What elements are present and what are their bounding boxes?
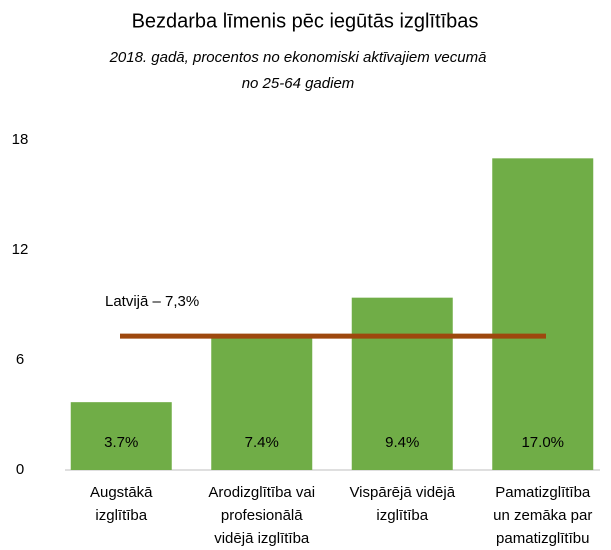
x-tick-label: Arodizglītība vai profesionālā vidējā izgl… bbox=[208, 484, 315, 547]
bar bbox=[211, 334, 313, 470]
data-label: 3.7% bbox=[104, 434, 138, 451]
x-tick-label: Pamatizglītība un zemāka par pamatizglītīb… bbox=[493, 484, 592, 547]
bar bbox=[351, 297, 453, 470]
data-label: 9.4% bbox=[385, 434, 419, 451]
y-tick-label: 6 bbox=[16, 351, 24, 368]
data-label: 17.0% bbox=[521, 434, 564, 451]
x-tick-label: Vispārējā vidējā izglītība bbox=[349, 484, 455, 524]
y-tick-label: 18 bbox=[12, 131, 29, 148]
bar bbox=[492, 158, 594, 471]
chart-subtitle: 2018. gadā, procentos no ekonomiski aktī… bbox=[109, 49, 487, 92]
chart-title: Bezdarba līmenis pēc iegūtās izglītības bbox=[132, 10, 479, 32]
y-tick-label: 0 bbox=[16, 461, 24, 478]
y-tick-label: 12 bbox=[12, 241, 29, 258]
x-tick-label: Augstākā izglītība bbox=[90, 484, 153, 524]
bar bbox=[70, 402, 172, 470]
data-label: 7.4% bbox=[245, 434, 279, 451]
reference-label: Latvijā – 7,3% bbox=[105, 293, 199, 310]
